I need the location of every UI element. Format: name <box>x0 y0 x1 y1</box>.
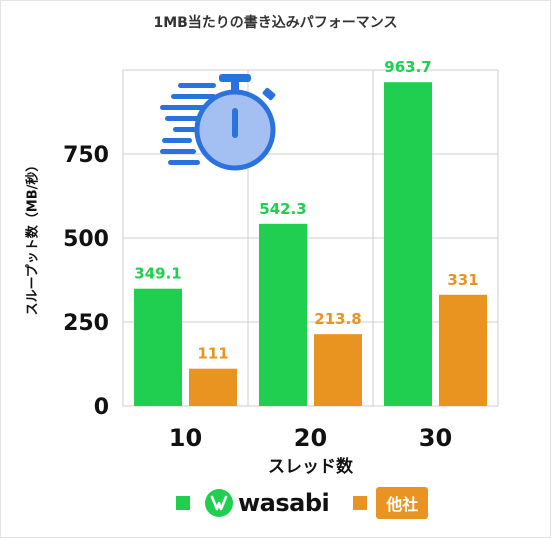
data-label-other: 111 <box>197 345 228 363</box>
axis-ticks: 0 250 500 750 10 20 30 <box>63 143 452 452</box>
x-tick-label: 30 <box>419 424 452 452</box>
wasabi-logo-icon <box>205 489 233 517</box>
legend-item-wasabi: wasabi <box>204 488 330 518</box>
data-labels: 349.1 111 542.3 213.8 963.7 331 <box>134 58 478 363</box>
bar-wasabi <box>259 223 307 406</box>
legend-label-wasabi: wasabi <box>238 489 330 517</box>
grid-lines <box>122 69 499 407</box>
chart-title: 1MB当たりの書き込みパフォーマンス <box>153 15 398 31</box>
x-axis-label: スレッド数 <box>268 457 353 477</box>
data-label-other: 331 <box>447 271 478 289</box>
data-label-wasabi: 349.1 <box>134 265 181 283</box>
y-tick-label: 0 <box>94 395 109 420</box>
x-tick-label: 10 <box>169 424 202 452</box>
stopwatch-icon <box>160 74 276 171</box>
legend-swatch-other <box>353 496 368 510</box>
bars <box>134 82 487 406</box>
data-label-wasabi: 542.3 <box>259 200 306 218</box>
y-tick-label: 750 <box>63 143 109 168</box>
legend-label-other: 他社 <box>376 487 429 519</box>
bar-other <box>314 334 362 406</box>
legend: wasabi 他社 <box>176 486 429 520</box>
bar-other <box>189 368 237 406</box>
y-tick-label: 250 <box>63 311 109 336</box>
legend-swatch-wasabi <box>176 496 190 510</box>
bar-wasabi <box>384 82 432 406</box>
bar-other <box>439 294 487 406</box>
data-label-other: 213.8 <box>314 310 361 328</box>
y-tick-label: 500 <box>63 227 109 252</box>
x-tick-label: 20 <box>294 424 327 452</box>
bar-wasabi <box>134 288 182 406</box>
data-label-wasabi: 963.7 <box>384 58 431 76</box>
